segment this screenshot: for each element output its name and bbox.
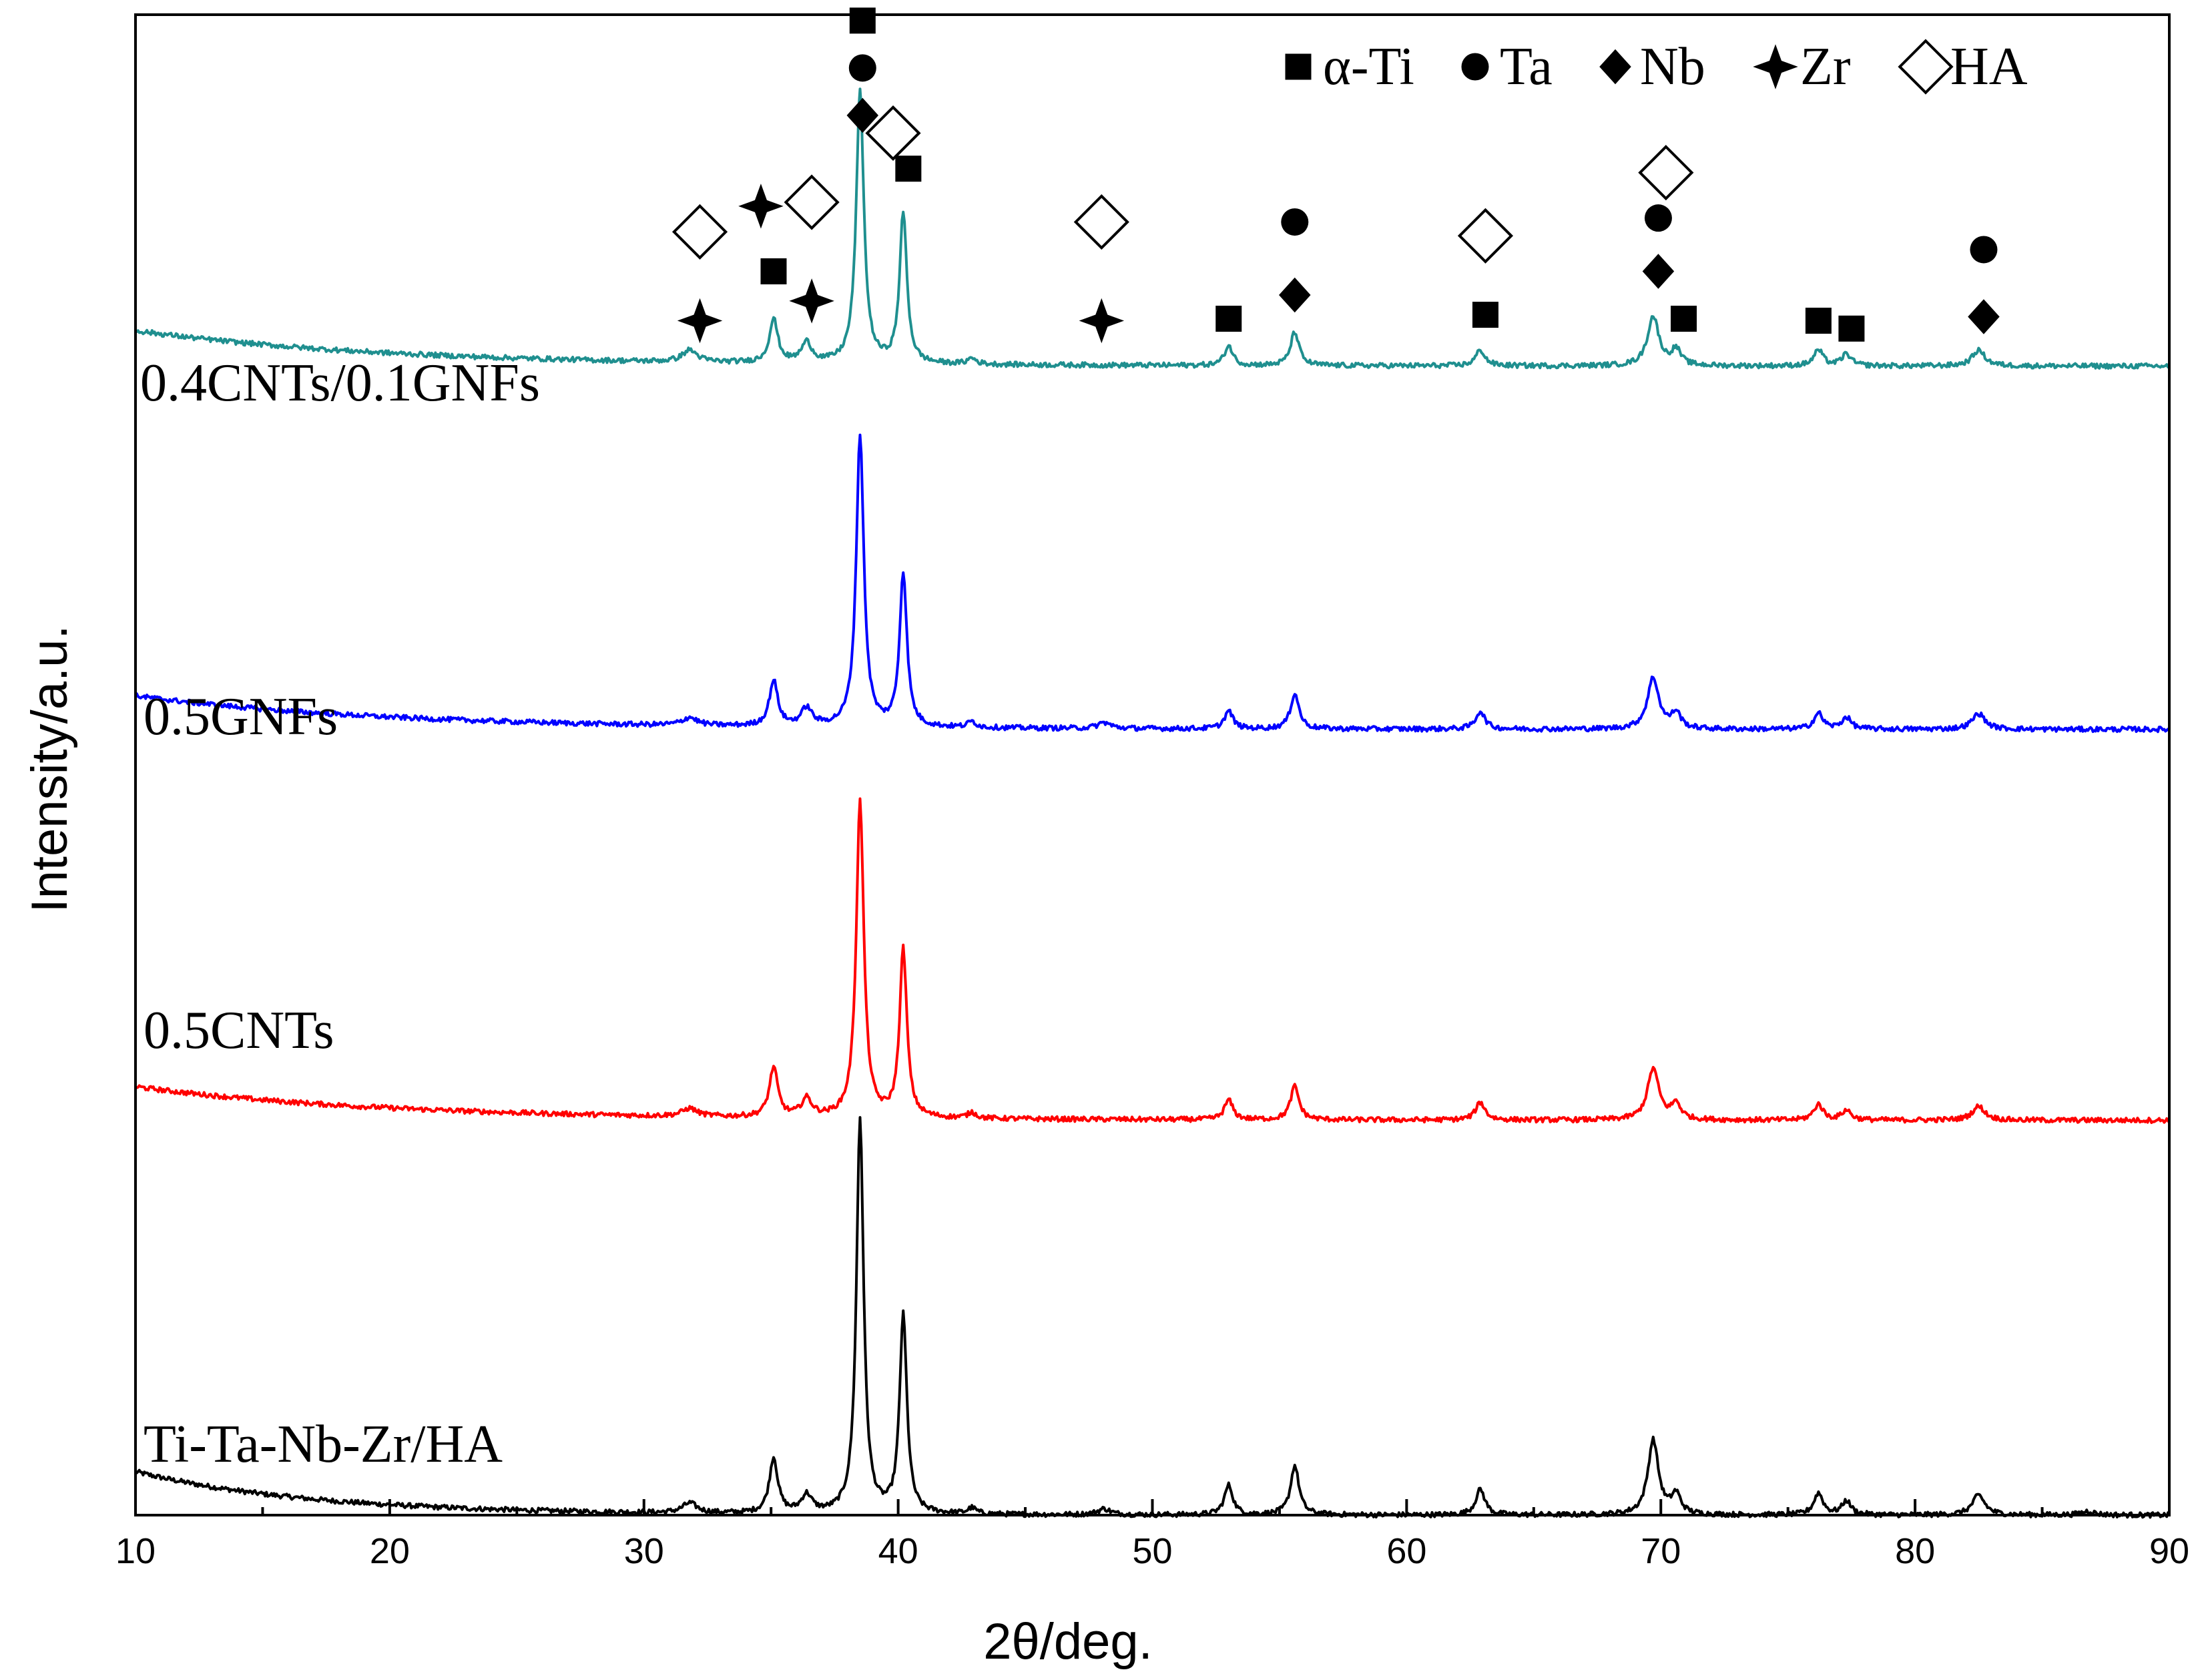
legend-item: Ta: [1461, 37, 1553, 96]
diamond-peak-marker: [1642, 254, 1675, 289]
x-axis-title: 2θ/deg.: [983, 1613, 1153, 1670]
square-legend-icon: [1285, 53, 1312, 80]
diamond-peak-marker: [846, 97, 879, 133]
legend-label: Ta: [1500, 37, 1553, 96]
square-peak-marker: [1838, 315, 1865, 342]
star4-peak-marker: [677, 298, 723, 344]
legend-label: Zr: [1800, 37, 1851, 96]
square-peak-marker: [1472, 302, 1498, 328]
square-peak-marker: [1805, 307, 1832, 334]
legend-label: α-Ti: [1323, 37, 1414, 96]
x-tick-label: 60: [1386, 1531, 1426, 1571]
series-line: [134, 87, 2171, 370]
open-diamond-peak-marker: [865, 105, 921, 162]
open-diamond-peak-marker: [1457, 208, 1514, 264]
circle-legend-icon: [1461, 53, 1489, 81]
square-peak-marker: [849, 7, 876, 34]
series-line: [134, 797, 2171, 1124]
series-label: 0.4CNTs/0.1GNFs: [140, 354, 540, 412]
x-tick-label: 30: [624, 1531, 664, 1571]
diamond-peak-marker: [1279, 277, 1311, 313]
y-axis-title: Intensity/a.u.: [21, 625, 78, 913]
open-diamond-peak-marker: [671, 204, 728, 260]
circle-peak-marker: [1970, 236, 1998, 264]
x-tick-label: 80: [1895, 1531, 1935, 1571]
circle-peak-marker: [1281, 208, 1309, 236]
series-label: 0.5CNTs: [144, 1001, 334, 1060]
diamond-peak-marker: [1968, 299, 2000, 334]
legend-label: HA: [1950, 37, 2028, 96]
x-axis-ticks: 10 20 30 40 50 60 70 80 90: [115, 1499, 2189, 1571]
open-diamond-legend-icon: [1898, 39, 1954, 95]
x-tick-label: 10: [115, 1531, 156, 1571]
star4-peak-marker: [1079, 298, 1125, 344]
open-diamond-peak-marker: [1638, 145, 1694, 201]
x-tick-label: 40: [878, 1531, 918, 1571]
x-tick-label: 70: [1641, 1531, 1681, 1571]
series-label: 0.5GNFs: [144, 687, 338, 746]
open-diamond-peak-marker: [784, 174, 840, 230]
diamond-legend-icon: [1599, 49, 1631, 85]
legend-label: Nb: [1640, 37, 1705, 96]
star4-peak-marker: [738, 184, 784, 229]
x-tick-label: 90: [2149, 1531, 2189, 1571]
series-label: Ti-Ta-Nb-Zr/HA: [144, 1415, 503, 1474]
square-peak-marker: [1215, 306, 1242, 332]
square-peak-marker: [1671, 306, 1697, 332]
open-diamond-peak-marker: [1073, 194, 1129, 250]
x-tick-label: 20: [370, 1531, 410, 1571]
legend-item: α-Ti: [1285, 37, 1414, 96]
square-peak-marker: [760, 258, 787, 285]
peak-marker-layer: [671, 7, 2000, 344]
series-label-layer: Ti-Ta-Nb-Zr/HA 0.5CNTs 0.5GNFs 0.4CNTs/0.1G…: [140, 354, 540, 1474]
star4-legend-icon: [1753, 44, 1798, 89]
x-tick-label: 50: [1132, 1531, 1172, 1571]
legend-item: Nb: [1599, 37, 1705, 96]
circle-peak-marker: [848, 54, 876, 82]
legend: α-Ti Ta Nb Zr HA: [1285, 37, 2028, 96]
square-peak-marker: [895, 156, 922, 182]
series-layer: [134, 87, 2171, 1519]
circle-peak-marker: [1644, 204, 1672, 232]
series-line: [134, 433, 2171, 734]
star4-peak-marker: [789, 278, 834, 324]
legend-item: Zr: [1753, 37, 1851, 96]
legend-item: HA: [1898, 37, 2028, 96]
